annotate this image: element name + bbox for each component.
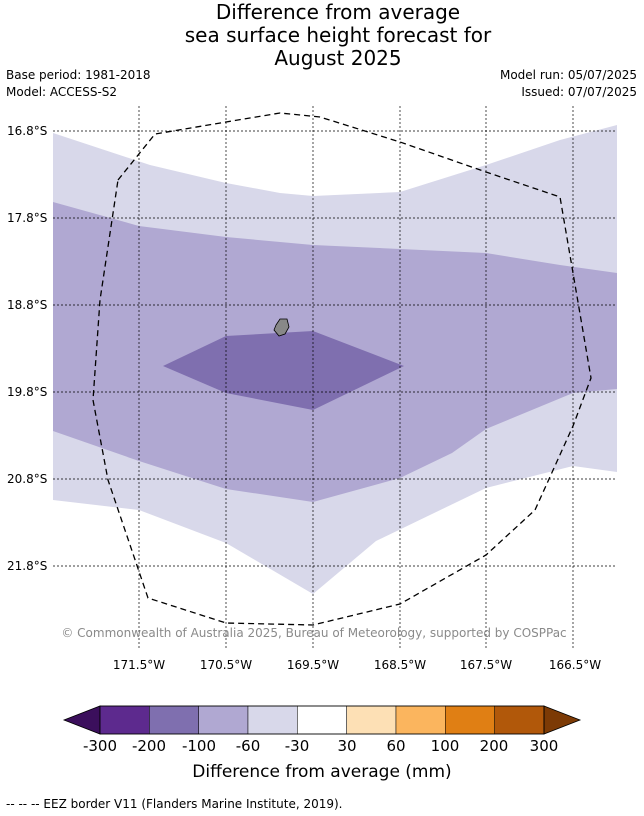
lon-label: 169.5°W (287, 658, 339, 672)
colorbar-segments (99, 705, 545, 735)
colorbar-tick-label: 60 (386, 737, 406, 755)
lon-label: 166.5°W (549, 658, 601, 672)
colorbar-tick-label: -30 (284, 737, 310, 755)
contour-fields (53, 125, 617, 594)
eez-footnote: -- -- -- EEZ border V11 (Flanders Marine… (6, 797, 343, 811)
colorbar-segment (346, 705, 397, 735)
colorbar-tick-label: -100 (181, 737, 217, 755)
issued-date: Issued: 07/07/2025 (521, 85, 637, 99)
lat-label: 17.8°S (7, 211, 47, 225)
colorbar-tick-label: -60 (235, 737, 261, 755)
colorbar-tick-label: -300 (82, 737, 118, 755)
lat-label: 19.8°S (7, 385, 47, 399)
forecast-map: 16.8°S 17.8°S 18.8°S 19.8°S 20.8°S 21.8°… (7, 106, 617, 672)
colorbar-segment (445, 705, 495, 735)
lon-label: 170.5°W (200, 658, 252, 672)
colorbar-segment (198, 705, 249, 735)
lat-label: 16.8°S (7, 124, 47, 138)
longitude-labels: 171.5°W 170.5°W 169.5°W 168.5°W 167.5°W … (113, 658, 601, 672)
colorbar-segment (149, 705, 199, 735)
title-line-3: August 2025 (274, 46, 402, 70)
gridlines (53, 106, 617, 650)
eez-border (92, 112, 592, 626)
colorbar-high-arrow (543, 705, 582, 735)
lon-label: 167.5°W (460, 658, 512, 672)
colorbar-tick-label: 100 (430, 737, 460, 755)
lon-label: 171.5°W (113, 658, 165, 672)
colorbar-segment (494, 705, 545, 735)
contour-band-minus-100-to-200 (163, 331, 404, 410)
colorbar-segment (99, 705, 150, 735)
lat-label: 18.8°S (7, 298, 47, 312)
colorbar-tick-label: 200 (479, 737, 509, 755)
colorbar (62, 705, 582, 735)
colorbar-tick-label: 30 (337, 737, 357, 755)
colorbar-segment (247, 705, 298, 735)
lat-label: 21.8°S (7, 559, 47, 573)
island-land (273, 318, 290, 337)
latitude-labels: 16.8°S 17.8°S 18.8°S 19.8°S 20.8°S 21.8°… (7, 124, 47, 573)
model-run: Model run: 05/07/2025 (499, 68, 637, 82)
colorbar-segment (395, 705, 446, 735)
copyright-notice: © Commonwealth of Australia 2025, Bureau… (61, 626, 566, 640)
lon-label: 168.5°W (374, 658, 426, 672)
colorbar-tick-label: -200 (131, 737, 167, 755)
colorbar-low-arrow (62, 705, 101, 735)
title-line-2: sea surface height forecast for (184, 23, 492, 47)
colorbar-tick-label: 300 (529, 737, 559, 755)
title-line-1: Difference from average (215, 0, 461, 24)
colorbar-title: Difference from average (mm) (192, 762, 452, 782)
colorbar-segment (297, 705, 347, 735)
base-period: Base period: 1981-2018 (6, 68, 151, 82)
model-name: Model: ACCESS-S2 (6, 85, 118, 99)
lat-label: 20.8°S (7, 472, 47, 486)
